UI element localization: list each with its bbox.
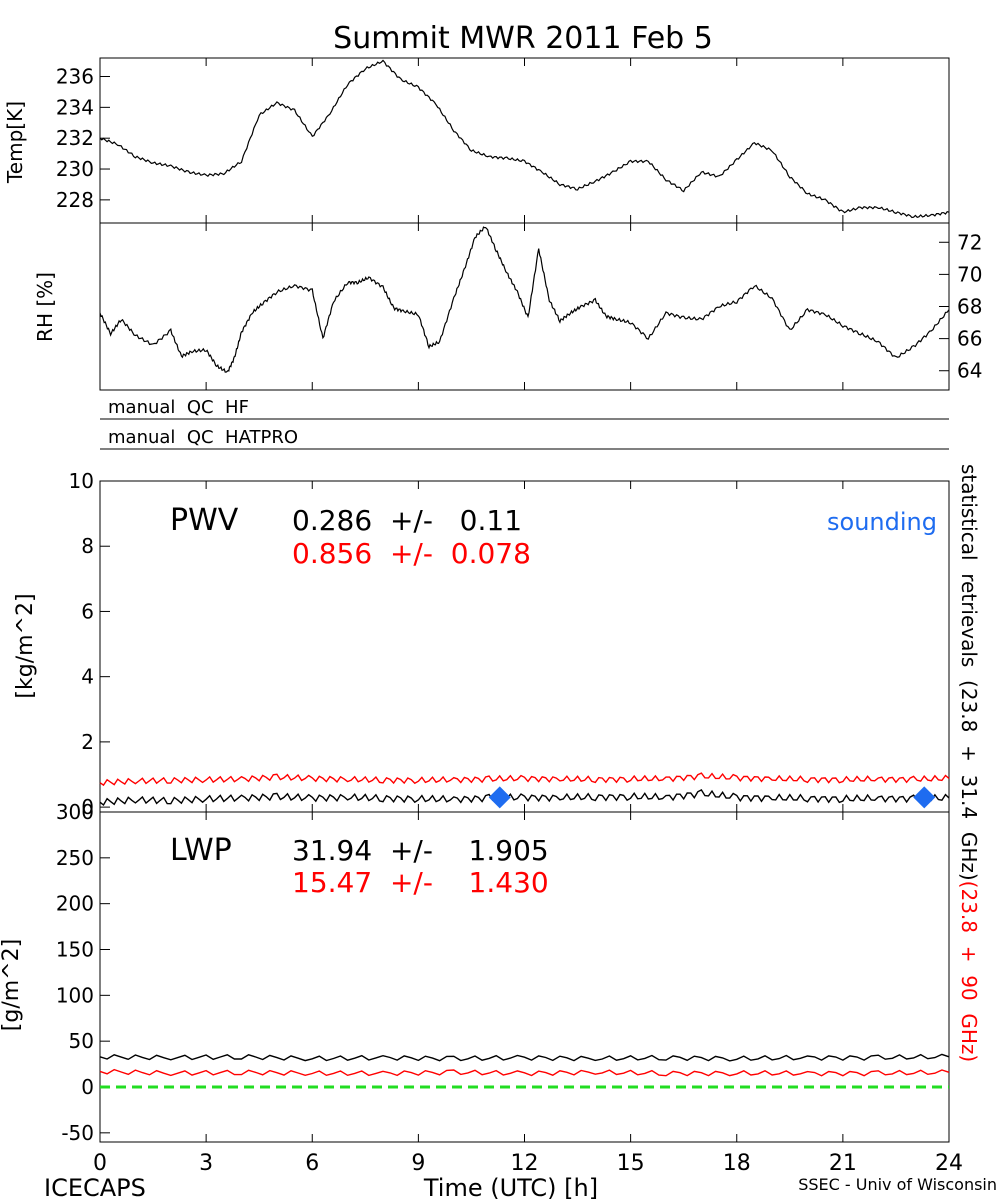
pwv-ylabel: [kg/m^2] (13, 593, 38, 698)
lwp-hatpro-line (99, 1068, 950, 1077)
y-tick-label: 234 (56, 95, 94, 119)
footer-right: SSEC - Univ of Wisconsin (798, 1175, 997, 1194)
temp-series-line (99, 59, 950, 219)
y-tick-label: 10 (69, 469, 94, 493)
temp-frame (99, 57, 950, 224)
x-tick-label: 15 (617, 1151, 645, 1176)
x-axis-ticks: 0 3 6 9 12 15 18 21 24 (93, 58, 963, 1176)
y-tick-label: 50 (69, 1029, 94, 1053)
y-tick-label: 150 (56, 938, 94, 962)
qc-hatpro-label: manual QC HATPRO (108, 427, 298, 448)
pwv-stat-hf: 0.286 +/- 0.11 (292, 504, 522, 537)
y-tick-label: 6 (81, 599, 94, 623)
y-tick-label: 2 (81, 730, 94, 754)
y-tick-label: 8 (81, 534, 94, 558)
lwp-y-ticks: -50 0 50 100 150 200 250 300 (56, 800, 110, 1145)
x-tick-label: 9 (411, 1151, 425, 1176)
lwp-ylabel: [g/m^2] (0, 939, 24, 1031)
y-tick-label: 100 (56, 983, 94, 1007)
x-tick-label: 21 (829, 1151, 857, 1176)
x-tick-label: 6 (305, 1151, 319, 1176)
pwv-panel: [kg/m^2] 0 2 4 6 8 10 PWV 0.286 +/- 0.11 0.85… (13, 469, 950, 819)
sounding-marker (488, 786, 511, 809)
x-tick-label: 24 (935, 1151, 963, 1176)
y-tick-label: 0 (81, 1075, 94, 1099)
y-tick-label: 232 (56, 126, 94, 150)
x-tick-label: 18 (723, 1151, 751, 1176)
lwp-hf-line (99, 1053, 950, 1062)
figure-title: Summit MWR 2011 Feb 5 (333, 21, 713, 56)
y-tick-label: 70 (957, 262, 982, 286)
lwp-panel-label: LWP (170, 833, 232, 868)
temp-ylabel: Temp[K] (3, 101, 27, 184)
y-tick-label: 0 (81, 795, 94, 819)
pwv-hatpro-line (99, 772, 950, 787)
y-tick-label: 236 (56, 65, 94, 89)
y-tick-label: 68 (957, 295, 982, 319)
x-tick-label: 0 (93, 1151, 107, 1176)
side-label: statistical retrievals (23.8 + 31.4 GHz)… (957, 464, 981, 1062)
y-tick-label: 300 (56, 800, 94, 824)
qc-hf-label: manual QC HF (108, 397, 249, 418)
pwv-y-ticks: 0 2 4 6 8 10 (69, 469, 110, 819)
pwv-stat-hatpro: 0.856 +/- 0.078 (292, 537, 531, 570)
x-tick-label: 12 (511, 1151, 539, 1176)
y-tick-label: 230 (56, 157, 94, 181)
x-tick-label: 3 (199, 1151, 213, 1176)
sounding-markers (488, 786, 936, 809)
y-tick-label: 72 (957, 230, 982, 254)
y-tick-label: 200 (56, 892, 94, 916)
y-tick-label: -50 (61, 1121, 94, 1145)
y-tick-label: 66 (957, 327, 982, 351)
lwp-stat-hf: 31.94 +/- 1.905 (292, 834, 549, 867)
lwp-stat-hatpro: 15.47 +/- 1.430 (292, 866, 549, 899)
qc-bars: manual QC HF manual QC HATPRO (100, 397, 949, 450)
temp-y-ticks: 228 230 232 234 236 (56, 65, 110, 212)
pwv-panel-label: PWV (170, 503, 239, 538)
rh-ylabel: RH [%] (33, 272, 57, 342)
y-tick-label: 4 (81, 665, 94, 689)
sounding-legend: sounding (827, 508, 937, 536)
rh-y-ticks: 64 66 68 70 72 (939, 230, 982, 383)
rh-series-line (99, 226, 950, 373)
side-label-red: (23.8 + 90 GHz) (957, 881, 981, 1063)
temp-panel: Temp[K] 228 230 232 234 236 (3, 57, 950, 224)
y-tick-label: 228 (56, 188, 94, 212)
sounding-marker (913, 786, 936, 809)
y-tick-label: 64 (957, 359, 982, 383)
rh-panel: RH [%] 64 66 68 70 72 (33, 222, 982, 391)
x-axis-title: Time (UTC) [h] (423, 1174, 598, 1200)
y-tick-label: 250 (56, 846, 94, 870)
pwv-hf-line (99, 788, 950, 807)
footer-left: ICECAPS (44, 1174, 146, 1200)
side-label-black: statistical retrievals (23.8 + 31.4 GHz) (957, 464, 981, 881)
lwp-panel: [g/m^2] -50 0 50 100 150 200 250 300 LWP 31.94 … (0, 800, 950, 1145)
